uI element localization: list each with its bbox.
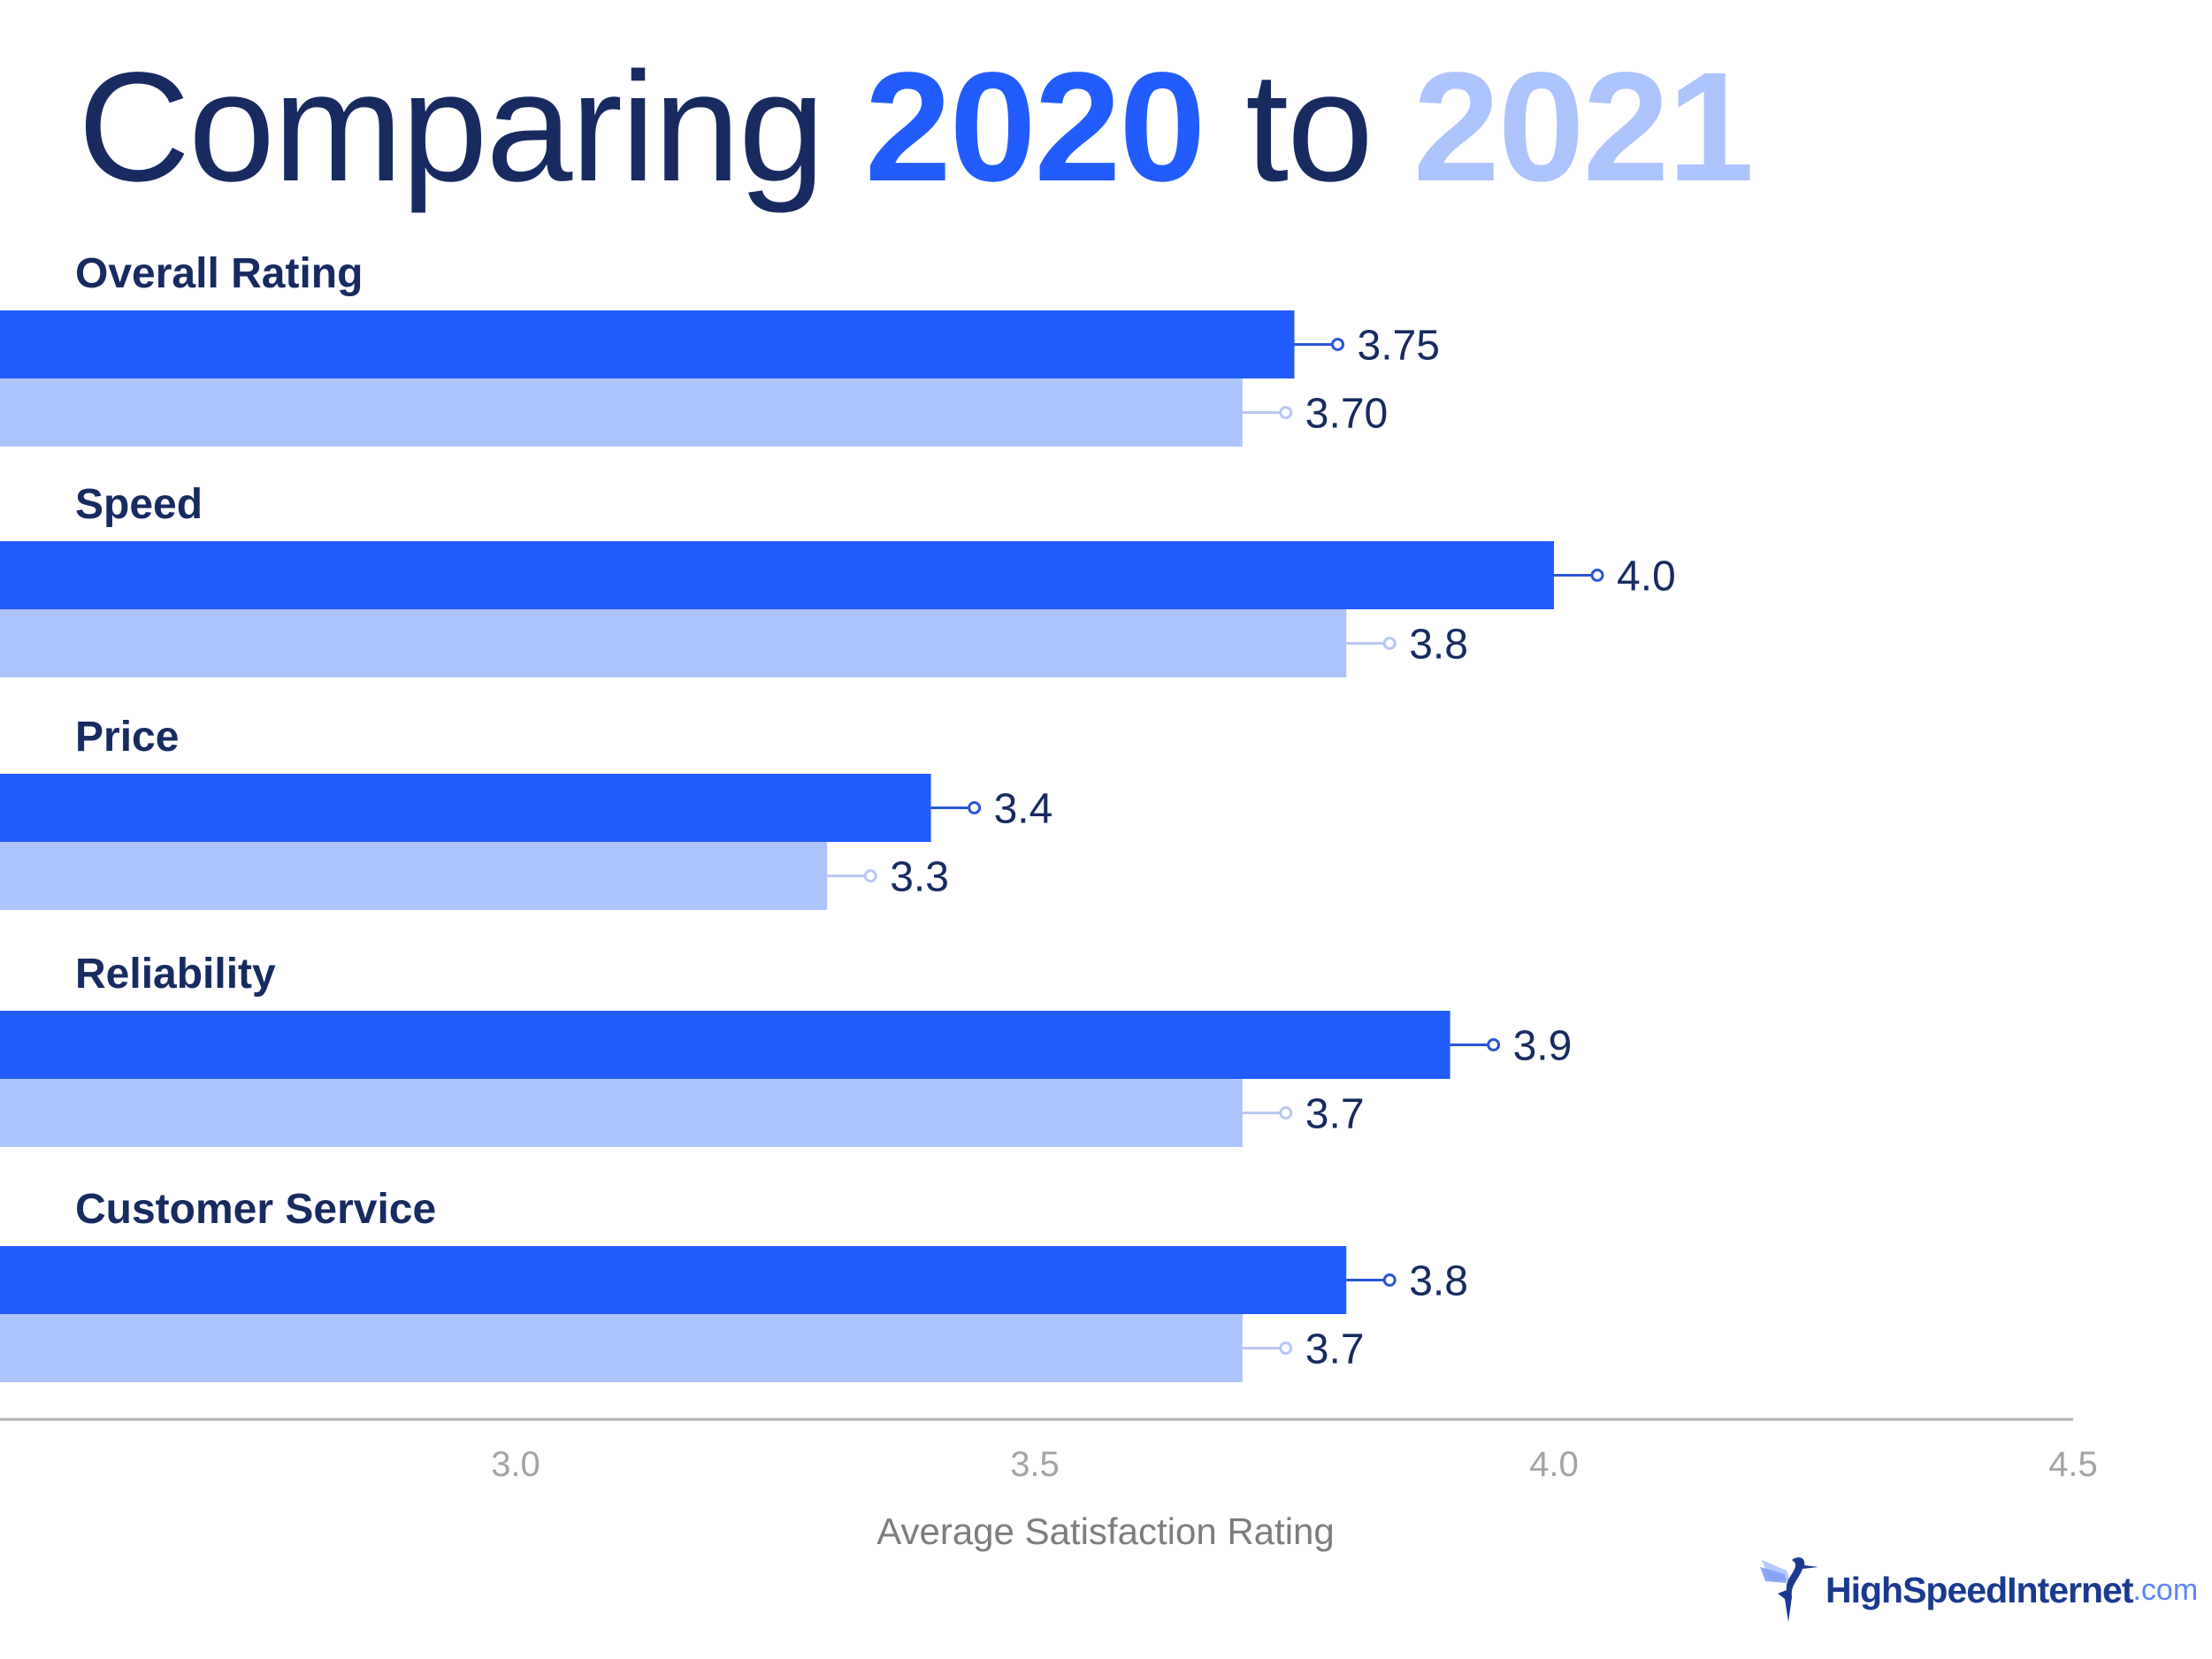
value-label: 3.8 (1409, 622, 1468, 669)
connector-dot (1279, 1342, 1293, 1355)
bar-2021 (0, 378, 1243, 447)
connector-dot (1382, 1273, 1397, 1287)
bar-2021 (0, 1314, 1243, 1382)
x-tick-label: 4.0 (1529, 1445, 1579, 1484)
x-tick-label: 3.5 (1010, 1445, 1060, 1484)
value-label: 3.70 (1305, 391, 1388, 438)
chart-title: Comparing 2020 to 2021 (78, 39, 1755, 216)
value-label: 3.8 (1409, 1258, 1468, 1305)
bar-2020 (0, 774, 931, 842)
connector-dot (1487, 1038, 1501, 1051)
value-label: 3.9 (1513, 1023, 1573, 1070)
bar-2020 (0, 1011, 1450, 1079)
bar-2020 (0, 541, 1554, 609)
x-axis-title: Average Satisfaction Rating (876, 1510, 1335, 1552)
bar-2021 (0, 1079, 1243, 1147)
connector-dot (968, 801, 982, 814)
category-label: Customer Service (75, 1186, 436, 1233)
bar-2020 (0, 310, 1295, 378)
bar-group: Speed 4.0 3.8 (0, 481, 1676, 677)
connector-dot (1279, 1106, 1293, 1120)
category-label: Reliability (75, 951, 276, 998)
connector-dot (1382, 637, 1397, 650)
bar-group: Customer Service 3.8 3.7 (0, 1186, 1468, 1382)
connector-dot (1279, 406, 1293, 419)
category-label: Price (75, 714, 179, 761)
bars-layer: Overall Rating 3.75 3.70 Speed 4.0 3.8 Price 3.… (0, 250, 1676, 1382)
bar-2021 (0, 842, 828, 910)
value-label: 3.4 (994, 786, 1053, 833)
title-year-2021: 2021 (1412, 41, 1755, 214)
x-axis: 3.0 3.5 4.0 4.5 Average Satisfaction Rating (0, 1418, 2098, 1552)
category-label: Speed (75, 481, 203, 528)
connector-dot (863, 869, 877, 883)
bar-group: Overall Rating 3.75 3.70 (0, 250, 1440, 447)
x-tick-label: 4.5 (2048, 1445, 2098, 1484)
x-tick-label: 3.0 (491, 1445, 540, 1484)
title-middle: to (1204, 41, 1413, 214)
value-label: 3.75 (1358, 323, 1440, 370)
title-prefix: Comparing (78, 41, 865, 214)
value-label: 3.7 (1305, 1091, 1365, 1138)
brand-logo: HighSpeedInternet .com (1760, 1555, 2198, 1625)
logo-brand-text: HighSpeedInternet (1825, 1569, 2133, 1610)
bar-group: Price 3.4 3.3 (0, 714, 1052, 910)
category-label: Overall Rating (75, 250, 363, 297)
value-label: 3.3 (890, 854, 949, 901)
bar-group: Reliability 3.9 3.7 (0, 951, 1572, 1147)
title-year-2020: 2020 (864, 41, 1206, 214)
logo-tld-text: .com (2132, 1572, 2199, 1607)
bar-2021 (0, 609, 1347, 677)
bar-2020 (0, 1246, 1347, 1314)
value-label: 3.7 (1305, 1326, 1365, 1373)
value-label: 4.0 (1617, 554, 1676, 600)
connector-dot (1331, 338, 1344, 351)
connector-dot (1590, 569, 1604, 582)
hummingbird-icon (1760, 1557, 1818, 1622)
